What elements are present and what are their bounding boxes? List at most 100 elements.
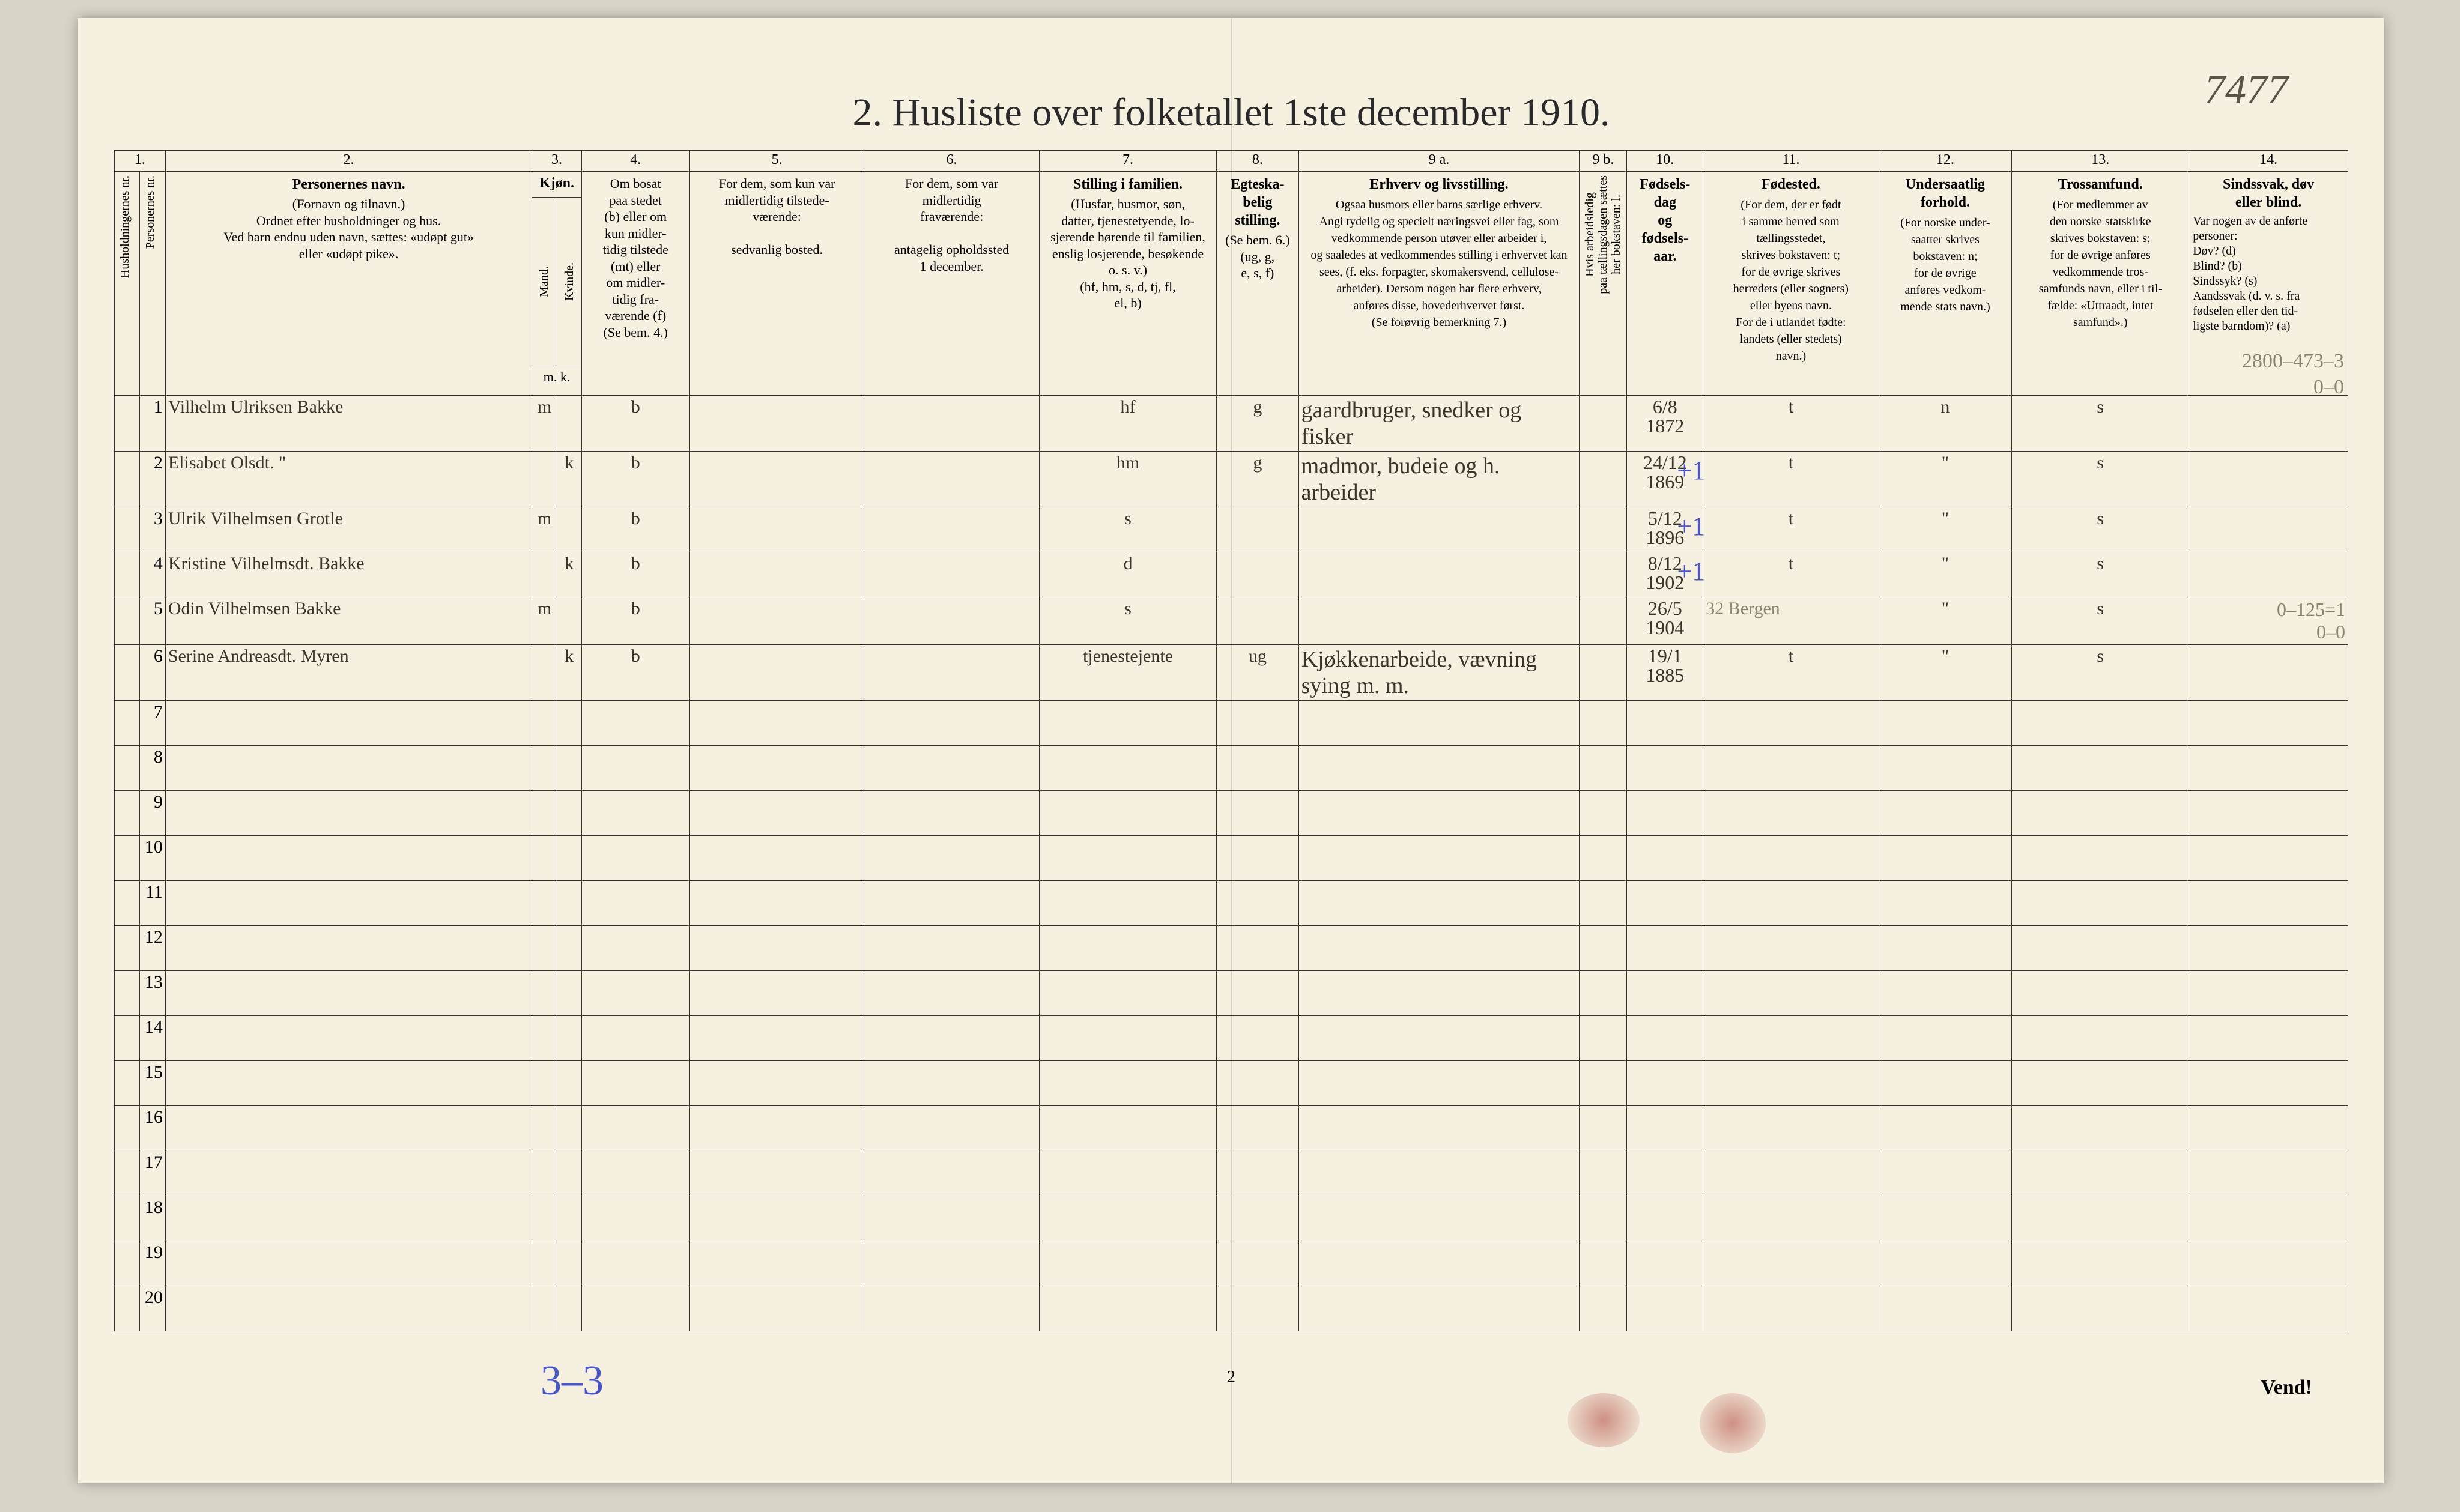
- temp-absent-loc: [864, 597, 1039, 645]
- birthplace: 32 Bergen: [1703, 597, 1879, 645]
- hdr-6: For dem, som var midlertidig fraværende:…: [864, 172, 1039, 396]
- hdr-7-main: Stilling i familien.: [1043, 175, 1213, 193]
- table-row-empty: 11: [115, 881, 2348, 926]
- colnum-12: 12.: [1879, 151, 2012, 172]
- header-row: Husholdningernes nr. Personernes nr. Per…: [115, 172, 2348, 396]
- religion: s: [2012, 597, 2189, 645]
- household-nr: [115, 1061, 140, 1106]
- bottom-handwriting: 3–3: [541, 1357, 604, 1405]
- household-nr: [115, 881, 140, 926]
- household-nr: [115, 1106, 140, 1151]
- disability: [2189, 552, 2348, 597]
- hdr-8: Egteska- belig stilling. (Se bem. 6.) (u…: [1217, 172, 1298, 396]
- table-body: 1Vilhelm Ulriksen Bakkembhfggaardbruger,…: [115, 396, 2348, 1331]
- table-row-empty: 7: [115, 701, 2348, 746]
- person-nr: 6: [140, 645, 166, 701]
- hdr-9b-txt: Hvis arbeidsledig paa tællingsdagen sætt…: [1583, 175, 1623, 294]
- colnum-9b: 9 b.: [1580, 151, 1627, 172]
- nationality: ": [1879, 452, 2012, 507]
- hdr-5-main: For dem, som kun var midlertidig tilsted…: [719, 176, 835, 224]
- religion: s: [2012, 507, 2189, 552]
- occupation: [1298, 507, 1580, 552]
- household-nr: [115, 701, 140, 746]
- hdr-12-sub: (For norske under- saatter skrives bokst…: [1900, 216, 1990, 313]
- family-position: hm: [1039, 452, 1216, 507]
- footer-vend: Vend!: [2261, 1376, 2312, 1399]
- hdr-9b: Hvis arbeidsledig paa tællingsdagen sætt…: [1580, 172, 1627, 396]
- person-nr: 15: [140, 1061, 166, 1106]
- person-nr: 19: [140, 1241, 166, 1286]
- person-name: Odin Vilhelmsen Bakke: [165, 597, 532, 645]
- hdr-13-sub: (For medlemmer av den norske statskirke …: [2039, 198, 2162, 329]
- sex-m: [532, 552, 557, 597]
- column-number-row: 1. 2. 3. 4. 5. 6. 7. 8. 9 a. 9 b. 10. 11…: [115, 151, 2348, 172]
- person-nr: 16: [140, 1106, 166, 1151]
- household-nr: [115, 452, 140, 507]
- birth-date: 8/12 1902+1: [1627, 552, 1703, 597]
- unemployed-mark: [1580, 552, 1627, 597]
- hdr-8-sub: (Se bem. 6.) (ug, g, e, s, f): [1225, 232, 1290, 280]
- hdr-2-main: Personernes navn.: [169, 175, 529, 193]
- family-position: tjenestejente: [1039, 645, 1216, 701]
- table-row-empty: 13: [115, 971, 2348, 1016]
- marital-status: g: [1217, 452, 1298, 507]
- person-name: Serine Andreasdt. Myren: [165, 645, 532, 701]
- occupation: [1298, 552, 1580, 597]
- household-nr: [115, 645, 140, 701]
- household-nr: [115, 396, 140, 452]
- nationality: ": [1879, 597, 2012, 645]
- sex-k: [557, 396, 581, 452]
- hdr-11: Fødested. (For dem, der er født i samme …: [1703, 172, 1879, 396]
- sex-m: [532, 452, 557, 507]
- household-nr: [115, 1196, 140, 1241]
- hdr-3-foot: m. k.: [532, 366, 581, 388]
- table-row-empty: 9: [115, 791, 2348, 836]
- sex-k: [557, 507, 581, 552]
- sex-k: k: [557, 552, 581, 597]
- birthplace: t: [1703, 507, 1879, 552]
- hdr-6-sub: antagelig opholdssted 1 december.: [894, 242, 1009, 274]
- colnum-7: 7.: [1039, 151, 1216, 172]
- hdr-5: For dem, som kun var midlertidig tilsted…: [689, 172, 864, 396]
- temp-absent-loc: [864, 507, 1039, 552]
- person-nr: 8: [140, 746, 166, 791]
- hdr-2: Personernes navn. (Fornavn og tilnavn.) …: [165, 172, 532, 396]
- table-row-empty: 15: [115, 1061, 2348, 1106]
- colnum-13: 13.: [2012, 151, 2189, 172]
- hdr-2-sub: (Fornavn og tilnavn.) Ordnet efter husho…: [223, 196, 474, 261]
- table-row-empty: 8: [115, 746, 2348, 791]
- unemployed-mark: [1580, 396, 1627, 452]
- person-nr: 9: [140, 791, 166, 836]
- table-row: 4Kristine Vilhelmsdt. Bakkekbd8/12 1902+…: [115, 552, 2348, 597]
- hdr-9a-sub: Ogsaa husmors eller barns særlige erhver…: [1310, 198, 1567, 329]
- table-row-empty: 18: [115, 1196, 2348, 1241]
- table-row-empty: 14: [115, 1016, 2348, 1061]
- hdr-11-sub: (For dem, der er født i samme herred som…: [1733, 198, 1849, 363]
- household-nr: [115, 1286, 140, 1331]
- household-nr: [115, 746, 140, 791]
- person-nr: 13: [140, 971, 166, 1016]
- residence-status: b: [581, 452, 689, 507]
- person-nr: 10: [140, 836, 166, 881]
- temp-present-home: [689, 507, 864, 552]
- table-row: 5Odin Vilhelmsen Bakkembs26/5 190432 Ber…: [115, 597, 2348, 645]
- sex-k: [557, 597, 581, 645]
- table-row: 3Ulrik Vilhelmsen Grotlembs5/12 1896+1t"…: [115, 507, 2348, 552]
- birth-date: 6/8 1872: [1627, 396, 1703, 452]
- hdr-13: Trossamfund. (For medlemmer av den norsk…: [2012, 172, 2189, 396]
- temp-present-home: [689, 645, 864, 701]
- birth-date: 5/12 1896+1: [1627, 507, 1703, 552]
- hdr-10-main: Fødsels- dag og fødsels- aar.: [1631, 175, 1699, 265]
- marital-status: g: [1217, 396, 1298, 452]
- person-nr: 20: [140, 1286, 166, 1331]
- household-nr: [115, 507, 140, 552]
- colnum-10: 10.: [1627, 151, 1703, 172]
- temp-absent-loc: [864, 396, 1039, 452]
- person-name: Kristine Vilhelmsdt. Bakke: [165, 552, 532, 597]
- colnum-9a: 9 a.: [1298, 151, 1580, 172]
- birthplace: t: [1703, 396, 1879, 452]
- religion: s: [2012, 645, 2189, 701]
- hdr-3a: Mand.: [538, 266, 551, 297]
- birth-date: 19/1 1885: [1627, 645, 1703, 701]
- person-nr: 11: [140, 881, 166, 926]
